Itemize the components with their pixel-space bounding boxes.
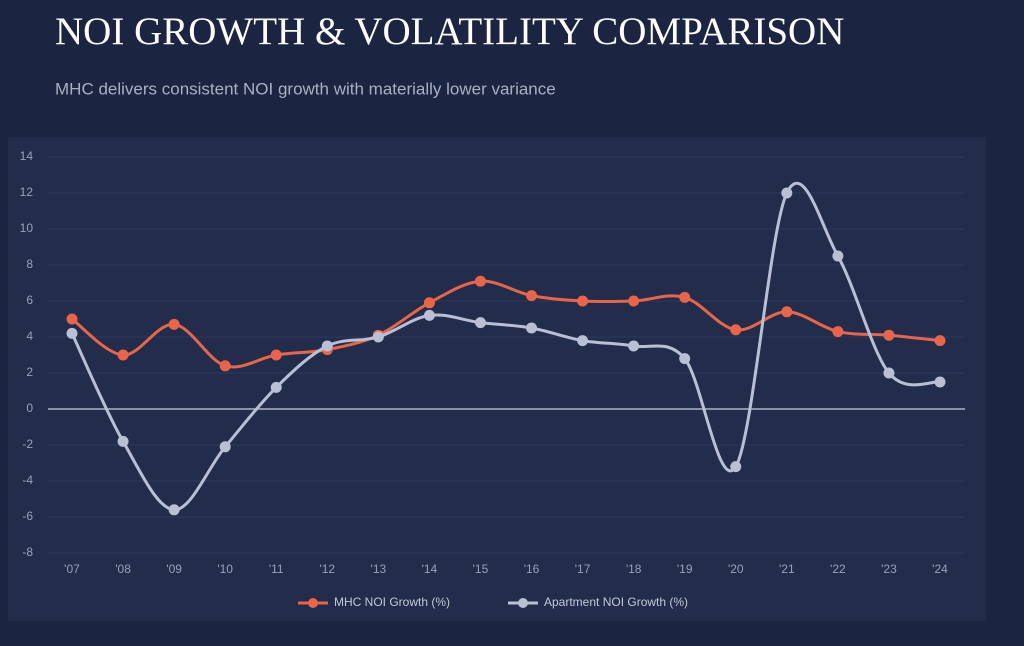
y-tick-label: -2 xyxy=(22,437,33,451)
x-tick-label: '15 xyxy=(473,562,489,576)
data-point xyxy=(628,295,640,307)
x-tick-label: '07 xyxy=(64,562,80,576)
y-tick-label: 10 xyxy=(20,221,34,235)
data-point xyxy=(219,360,231,372)
data-point xyxy=(423,297,435,309)
legend-label: Apartment NOI Growth (%) xyxy=(544,595,688,609)
data-point xyxy=(270,381,282,393)
legend-marker xyxy=(308,598,318,608)
chart-subtitle: MHC delivers consistent NOI growth with … xyxy=(55,79,556,98)
y-tick-label: 12 xyxy=(20,185,34,199)
data-point xyxy=(781,187,793,199)
data-point xyxy=(270,349,282,361)
data-point xyxy=(679,291,691,303)
y-tick-label: 2 xyxy=(26,365,33,379)
data-point xyxy=(117,435,129,447)
data-point xyxy=(526,322,538,334)
y-tick-label: 6 xyxy=(26,293,33,307)
data-point xyxy=(730,324,742,336)
y-tick-label: 8 xyxy=(26,257,33,271)
data-point xyxy=(883,367,895,379)
data-point xyxy=(168,504,180,516)
data-point xyxy=(66,327,78,339)
x-tick-label: '19 xyxy=(677,562,693,576)
data-point xyxy=(526,290,538,302)
data-point xyxy=(474,275,486,287)
data-point xyxy=(321,340,333,352)
x-tick-label: '10 xyxy=(217,562,233,576)
y-tick-label: -4 xyxy=(22,473,33,487)
data-point xyxy=(832,250,844,262)
data-point xyxy=(577,295,589,307)
x-tick-label: '18 xyxy=(626,562,642,576)
plot-panel xyxy=(8,137,986,621)
data-point xyxy=(934,376,946,388)
x-tick-label: '21 xyxy=(779,562,795,576)
x-tick-label: '17 xyxy=(575,562,591,576)
chart-title: NOI GROWTH & VOLATILITY COMPARISON xyxy=(55,10,844,53)
x-tick-label: '23 xyxy=(881,562,897,576)
legend-marker xyxy=(518,598,528,608)
x-tick-label: '16 xyxy=(524,562,540,576)
y-tick-label: -6 xyxy=(22,509,33,523)
data-point xyxy=(423,309,435,321)
data-point xyxy=(168,318,180,330)
x-tick-label: '20 xyxy=(728,562,744,576)
data-point xyxy=(219,441,231,453)
x-tick-label: '08 xyxy=(115,562,131,576)
x-tick-label: '22 xyxy=(830,562,846,576)
data-point xyxy=(934,335,946,347)
data-point xyxy=(730,461,742,473)
data-point xyxy=(577,335,589,347)
y-tick-label: 0 xyxy=(26,401,33,415)
x-tick-label: '13 xyxy=(371,562,387,576)
data-point xyxy=(66,313,78,325)
y-tick-label: 4 xyxy=(26,329,33,343)
data-point xyxy=(883,329,895,341)
data-point xyxy=(679,353,691,365)
x-tick-label: '24 xyxy=(932,562,948,576)
data-point xyxy=(832,326,844,338)
data-point xyxy=(474,317,486,329)
legend-label: MHC NOI Growth (%) xyxy=(334,595,450,609)
x-tick-label: '12 xyxy=(319,562,335,576)
y-tick-label: 14 xyxy=(20,149,34,163)
data-point xyxy=(372,331,384,343)
data-point xyxy=(781,306,793,318)
data-point xyxy=(628,340,640,352)
x-tick-label: '09 xyxy=(166,562,182,576)
x-tick-label: '11 xyxy=(269,562,284,576)
x-tick-label: '14 xyxy=(422,562,438,576)
y-tick-label: -8 xyxy=(22,545,33,559)
series-line xyxy=(70,181,941,512)
data-point xyxy=(117,349,129,361)
